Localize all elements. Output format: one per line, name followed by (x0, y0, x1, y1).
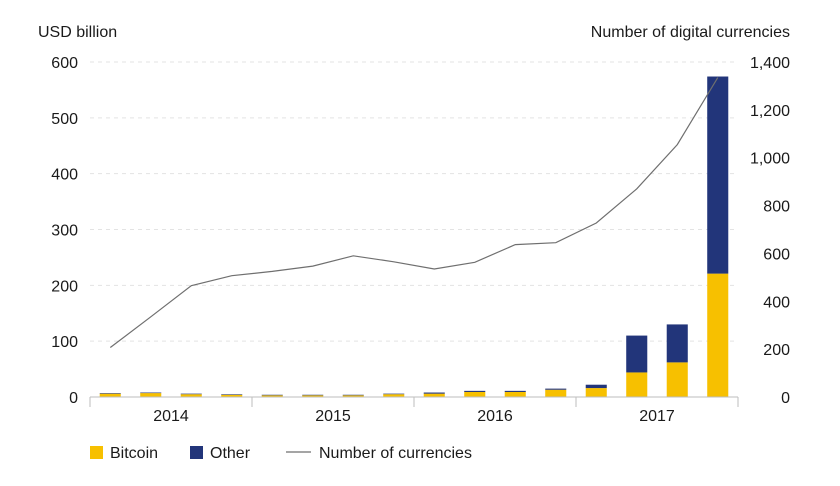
bar-bitcoin (383, 394, 405, 397)
bar-bitcoin (221, 394, 243, 397)
bar-bitcoin (626, 372, 648, 397)
bar-bitcoin (261, 395, 283, 397)
bar-other (342, 394, 364, 396)
line-number-of-currencies (109, 77, 719, 348)
right-tick-label: 1,400 (750, 55, 790, 72)
x-tick-label: 2015 (315, 408, 351, 425)
bar-other (545, 388, 567, 390)
bar-bitcoin (707, 273, 729, 397)
bar-bitcoin (342, 395, 364, 397)
x-tick-label: 2017 (639, 408, 675, 425)
bar-other (383, 393, 405, 395)
right-tick-label: 800 (763, 199, 790, 216)
bar-other (666, 324, 688, 363)
left-axis-title: USD billion (38, 24, 117, 41)
left-tick-label: 300 (51, 223, 78, 240)
x-tick-label: 2014 (153, 408, 189, 425)
legend-swatch-bitcoin (90, 446, 103, 459)
right-tick-label: 600 (763, 246, 790, 263)
bar-bitcoin (464, 391, 486, 397)
bar-other (221, 394, 243, 395)
bar-bitcoin (666, 362, 688, 397)
bar-other (504, 390, 526, 392)
bar-other (585, 384, 607, 389)
bar-other (140, 392, 162, 394)
bar-bitcoin (504, 391, 526, 397)
legend-label-bitcoin: Bitcoin (110, 445, 158, 462)
bar-other (180, 393, 202, 395)
left-tick-label: 200 (51, 278, 78, 295)
legend: Bitcoin Other Number of currencies (90, 445, 472, 462)
right-tick-label: 1,200 (750, 103, 790, 120)
bar-bitcoin (140, 393, 162, 397)
left-axis-ticks: 0 100 200 300 400 500 600 (51, 55, 78, 407)
gridlines (90, 61, 738, 342)
right-tick-label: 0 (781, 390, 790, 407)
bar-bitcoin (302, 395, 324, 397)
right-tick-label: 200 (763, 342, 790, 359)
bar-bitcoin (423, 393, 445, 397)
bar-bitcoin (585, 388, 607, 397)
bar-other (464, 390, 486, 392)
right-axis-ticks: 0 200 400 600 800 1,000 1,200 1,400 (750, 55, 790, 407)
bar-bitcoin (180, 394, 202, 397)
bar-other (707, 76, 729, 274)
bar-other (261, 394, 283, 396)
left-tick-label: 400 (51, 167, 78, 184)
bar-bitcoin (99, 393, 121, 397)
left-tick-label: 600 (51, 55, 78, 72)
bars (99, 76, 729, 397)
right-tick-label: 400 (763, 294, 790, 311)
x-tick-label: 2016 (477, 408, 513, 425)
legend-label-other: Other (210, 445, 251, 462)
currency-count-line (109, 77, 719, 348)
left-tick-label: 100 (51, 334, 78, 351)
left-tick-label: 0 (69, 390, 78, 407)
bar-other (423, 392, 445, 394)
left-tick-label: 500 (51, 111, 78, 128)
right-tick-label: 1,000 (750, 151, 790, 168)
bar-bitcoin (545, 389, 567, 397)
bar-other (99, 393, 121, 394)
legend-label-number-of-currencies: Number of currencies (319, 445, 472, 462)
legend-swatch-other (190, 446, 203, 459)
right-axis-title: Number of digital currencies (591, 24, 790, 41)
bar-other (302, 394, 324, 396)
x-axis: 2014 2015 2016 2017 (89, 396, 739, 425)
bar-other (626, 335, 648, 373)
